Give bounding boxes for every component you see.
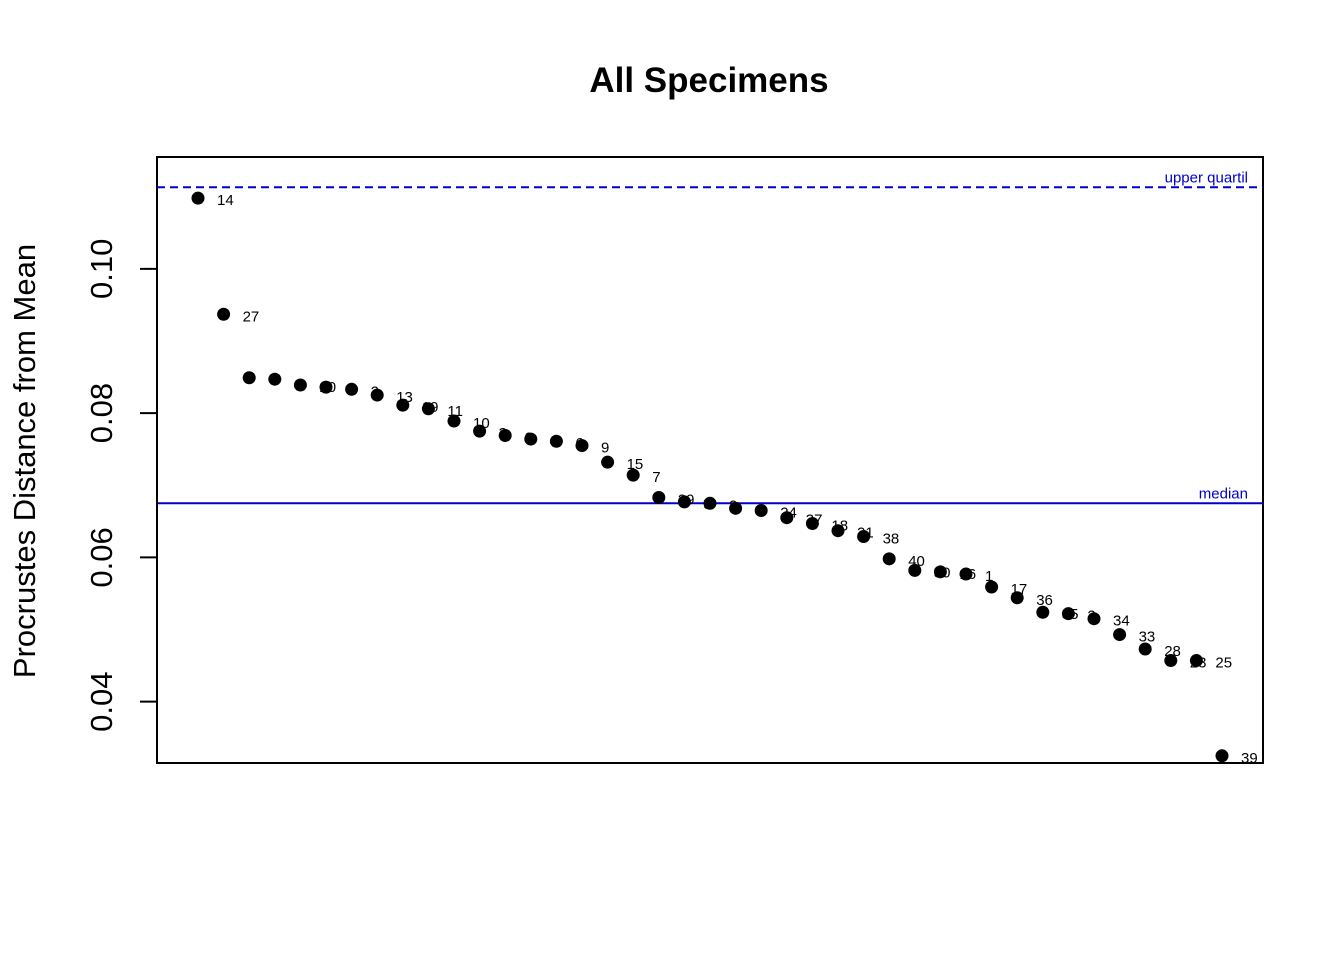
point-label: 9 [601,440,609,457]
y-tick-label: 0.10 [84,239,119,299]
data-point [370,388,384,402]
y-tick-label: 0.04 [84,672,119,732]
plot-frame [156,156,1264,764]
point-label: 25 [1215,655,1232,672]
point-label: 39 [1241,750,1258,767]
data-point [293,378,307,392]
y-tick-label: 0.06 [84,527,119,587]
point-label: 14 [217,192,234,209]
data-point [1087,612,1101,626]
data-point [191,191,205,205]
data-point [242,371,256,385]
data-point [933,565,947,579]
data-point [703,496,717,510]
data-point [396,398,410,412]
data-point [626,468,640,482]
data-point [268,372,282,386]
data-point [575,439,589,453]
reference-lines: upper quartil median [157,169,1263,505]
data-point [959,567,973,581]
y-axis: 0.04 0.06 0.08 0.10 [84,239,158,732]
data-point [1189,654,1203,668]
point-label: 27 [243,308,260,325]
data-point [1138,642,1152,656]
data-point [857,529,871,543]
point-label: 15 [627,456,644,473]
data-point [1113,628,1127,642]
data-point [1010,591,1024,605]
data-point [652,491,666,505]
data-point [1164,654,1178,668]
data-point [882,552,896,566]
data-point [345,382,359,396]
data-point [473,424,487,438]
point-label: 7 [652,469,660,486]
point-label: 1 [985,568,993,585]
point-label: 38 [883,530,900,547]
data-point [447,414,461,428]
y-tick-label: 0.08 [84,383,119,443]
data-point [319,380,333,394]
chart-title: All Specimens [589,61,828,100]
point-label: 33 [1139,629,1156,646]
data-point [780,511,794,525]
data-point [601,455,615,469]
data-point [524,432,538,446]
data-point [677,495,691,509]
data-point [754,504,768,517]
data-point [421,402,435,416]
data-point [1215,749,1229,763]
data-points: 1427202131911103646915729823243718213840… [191,191,1258,767]
data-point [908,563,922,577]
point-label: 36 [1036,592,1053,609]
data-point [985,580,999,594]
data-point [729,501,743,515]
data-point [805,516,819,530]
data-point [217,307,231,321]
data-point [1061,607,1075,621]
upper-quartile-label: upper quartil [1165,169,1248,186]
data-point [549,434,563,448]
data-point [831,524,845,538]
median-label: median [1199,485,1248,502]
y-axis-title: Procrustes Distance from Mean [7,244,42,678]
point-label: 34 [1113,613,1130,630]
data-point [498,428,512,442]
data-point [1036,605,1050,619]
